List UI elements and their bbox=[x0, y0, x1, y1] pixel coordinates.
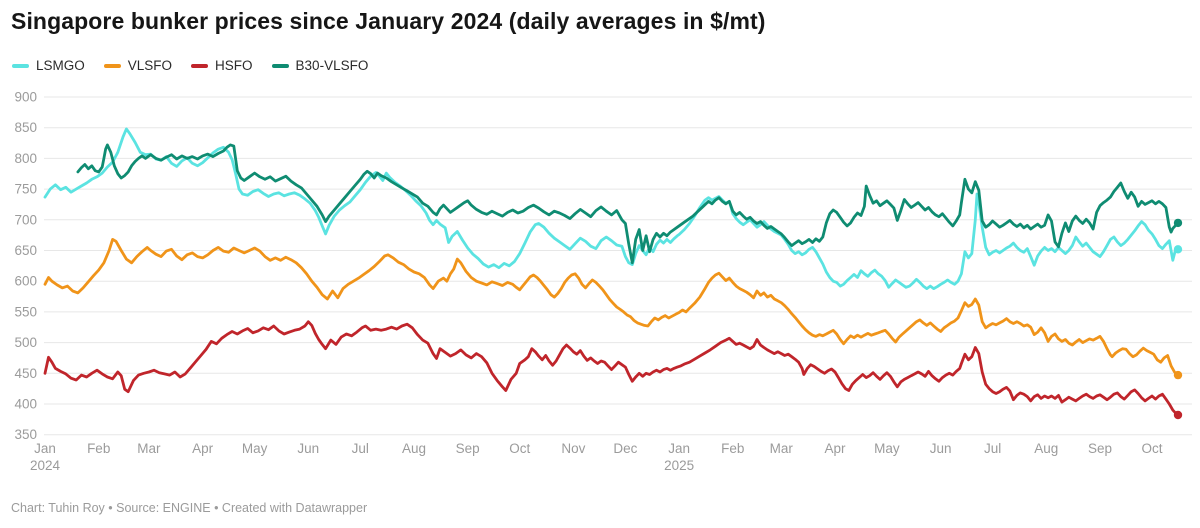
legend-item-b30-vlsfo: B30-VLSFO bbox=[271, 58, 369, 73]
x-tick-label: Oct bbox=[1141, 441, 1162, 456]
legend-swatch-icon bbox=[191, 63, 209, 68]
legend-label: VLSFO bbox=[127, 58, 173, 73]
x-tick-label: May bbox=[874, 441, 900, 456]
y-tick-label: 700 bbox=[14, 212, 37, 227]
x-tick-label: Jul bbox=[984, 441, 1001, 456]
chart-footer-attribution: Chart: Tuhin Roy • Source: ENGINE • Crea… bbox=[11, 501, 368, 515]
legend-item-vlsfo: VLSFO bbox=[103, 58, 173, 73]
legend-swatch-icon bbox=[103, 63, 121, 68]
x-tick-label: Feb bbox=[721, 441, 744, 456]
x-tick-label: Apr bbox=[192, 441, 214, 456]
legend-label: B30-VLSFO bbox=[295, 58, 369, 73]
x-tick-label: Mar bbox=[770, 441, 794, 456]
legend-swatch-icon bbox=[271, 63, 289, 68]
x-tick-label: May bbox=[242, 441, 268, 456]
x-tick-label: Jun bbox=[930, 441, 952, 456]
x-tick-label: Aug bbox=[1034, 441, 1058, 456]
x-tick-label: Apr bbox=[824, 441, 846, 456]
series-end-dot-vlsfo bbox=[1173, 370, 1183, 380]
series-end-dot-lsmgo bbox=[1173, 245, 1183, 254]
series-end-dot-b30-vlsfo bbox=[1173, 218, 1183, 228]
y-tick-label: 900 bbox=[14, 90, 37, 105]
y-tick-label: 350 bbox=[14, 427, 37, 442]
x-tick-label: Sep bbox=[1088, 441, 1112, 456]
series-line-b30-vlsfo bbox=[76, 143, 1180, 265]
x-tick-label: Dec bbox=[613, 441, 637, 456]
series-end-dot-hsfo bbox=[1173, 410, 1183, 420]
chart-legend: LSMGO VLSFO HSFO B30-VLSFO bbox=[12, 58, 368, 73]
x-tick-label: Jul bbox=[352, 441, 369, 456]
y-tick-label: 850 bbox=[14, 120, 37, 135]
x-tick-label: Jan bbox=[34, 441, 56, 456]
legend-swatch-icon bbox=[12, 63, 29, 68]
x-tick-year-label: 2025 bbox=[664, 458, 694, 473]
x-tick-label: Feb bbox=[87, 441, 110, 456]
x-tick-label: Jan bbox=[668, 441, 690, 456]
y-tick-label: 600 bbox=[14, 274, 37, 289]
y-tick-label: 450 bbox=[14, 366, 37, 381]
legend-label: HSFO bbox=[215, 58, 253, 73]
series-line-vlsfo bbox=[43, 237, 1180, 377]
x-tick-label: Oct bbox=[509, 441, 530, 456]
chart-title: Singapore bunker prices since January 20… bbox=[11, 8, 766, 34]
x-tick-label: Mar bbox=[137, 441, 161, 456]
x-tick-label: Aug bbox=[402, 441, 426, 456]
y-tick-label: 550 bbox=[14, 304, 37, 319]
legend-item-hsfo: HSFO bbox=[191, 58, 253, 73]
x-tick-year-label: 2024 bbox=[30, 458, 61, 473]
series-line-hsfo bbox=[43, 320, 1180, 417]
legend-label: LSMGO bbox=[36, 58, 85, 73]
x-tick-label: Jun bbox=[297, 441, 319, 456]
x-tick-label: Sep bbox=[456, 441, 480, 456]
series-line-lsmgo bbox=[43, 127, 1180, 291]
y-tick-label: 750 bbox=[14, 182, 37, 197]
x-tick-label: Nov bbox=[561, 441, 585, 456]
legend-item-lsmgo: LSMGO bbox=[12, 58, 85, 73]
y-tick-label: 800 bbox=[14, 151, 37, 166]
y-tick-label: 400 bbox=[14, 397, 37, 412]
y-tick-label: 500 bbox=[14, 335, 37, 350]
y-tick-label: 650 bbox=[14, 243, 37, 258]
